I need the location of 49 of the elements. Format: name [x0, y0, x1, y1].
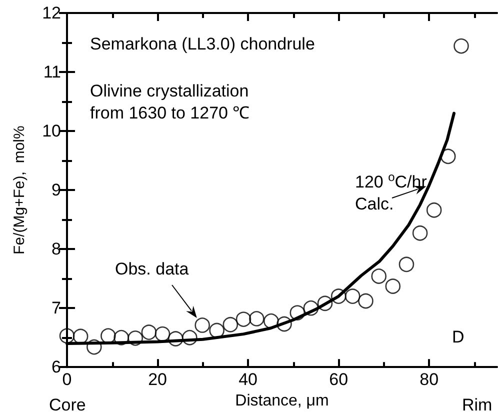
point [141, 324, 157, 340]
point [168, 331, 184, 346]
annotation: D [452, 328, 464, 346]
x-tick-label: 20 [148, 370, 167, 390]
point [426, 202, 442, 218]
point [371, 268, 387, 284]
point [264, 313, 279, 329]
point [222, 316, 238, 332]
y-axis-title: Fe/(Mg+Fe), mol% [11, 126, 28, 254]
point [128, 330, 143, 346]
y-tick-label: 11 [43, 62, 61, 82]
x-axis-title: Distance, μm [235, 392, 329, 410]
point [236, 312, 252, 327]
point [100, 328, 116, 344]
point [209, 322, 224, 338]
annotation: Olivine crystallization from 1630 to 1270 ℃ [90, 82, 250, 122]
point [398, 256, 414, 272]
annotation: Semarkona (LL3.0) chondrule [90, 34, 315, 54]
point [303, 300, 319, 316]
point [454, 38, 469, 54]
point [86, 339, 102, 355]
x-tick-label: 0 [62, 370, 72, 390]
point [344, 288, 360, 304]
point [290, 305, 306, 320]
text: Rim [462, 396, 492, 414]
x-tick-label: 80 [420, 370, 439, 390]
x-tick-label: 60 [329, 370, 348, 390]
y-tick-label: 8 [52, 240, 61, 259]
point [412, 225, 428, 241]
point [385, 278, 401, 294]
point [358, 293, 374, 309]
point [59, 328, 75, 344]
x-tick-label: 40 [238, 370, 258, 390]
point [114, 330, 129, 346]
y-tick-label: 7 [52, 298, 61, 318]
text: Core [49, 396, 86, 414]
point [276, 316, 292, 332]
y-tick-label: 9 [52, 180, 61, 200]
point [317, 296, 333, 312]
point [249, 311, 264, 326]
point [330, 288, 346, 304]
point [154, 326, 170, 342]
y-tick-label: 6 [52, 358, 61, 377]
point [182, 330, 198, 346]
y-tick-label: 12 [42, 4, 61, 22]
point [194, 318, 210, 333]
annotation: Obs. data [115, 260, 190, 278]
point [440, 148, 456, 164]
y-tick-label: 10 [42, 122, 61, 141]
